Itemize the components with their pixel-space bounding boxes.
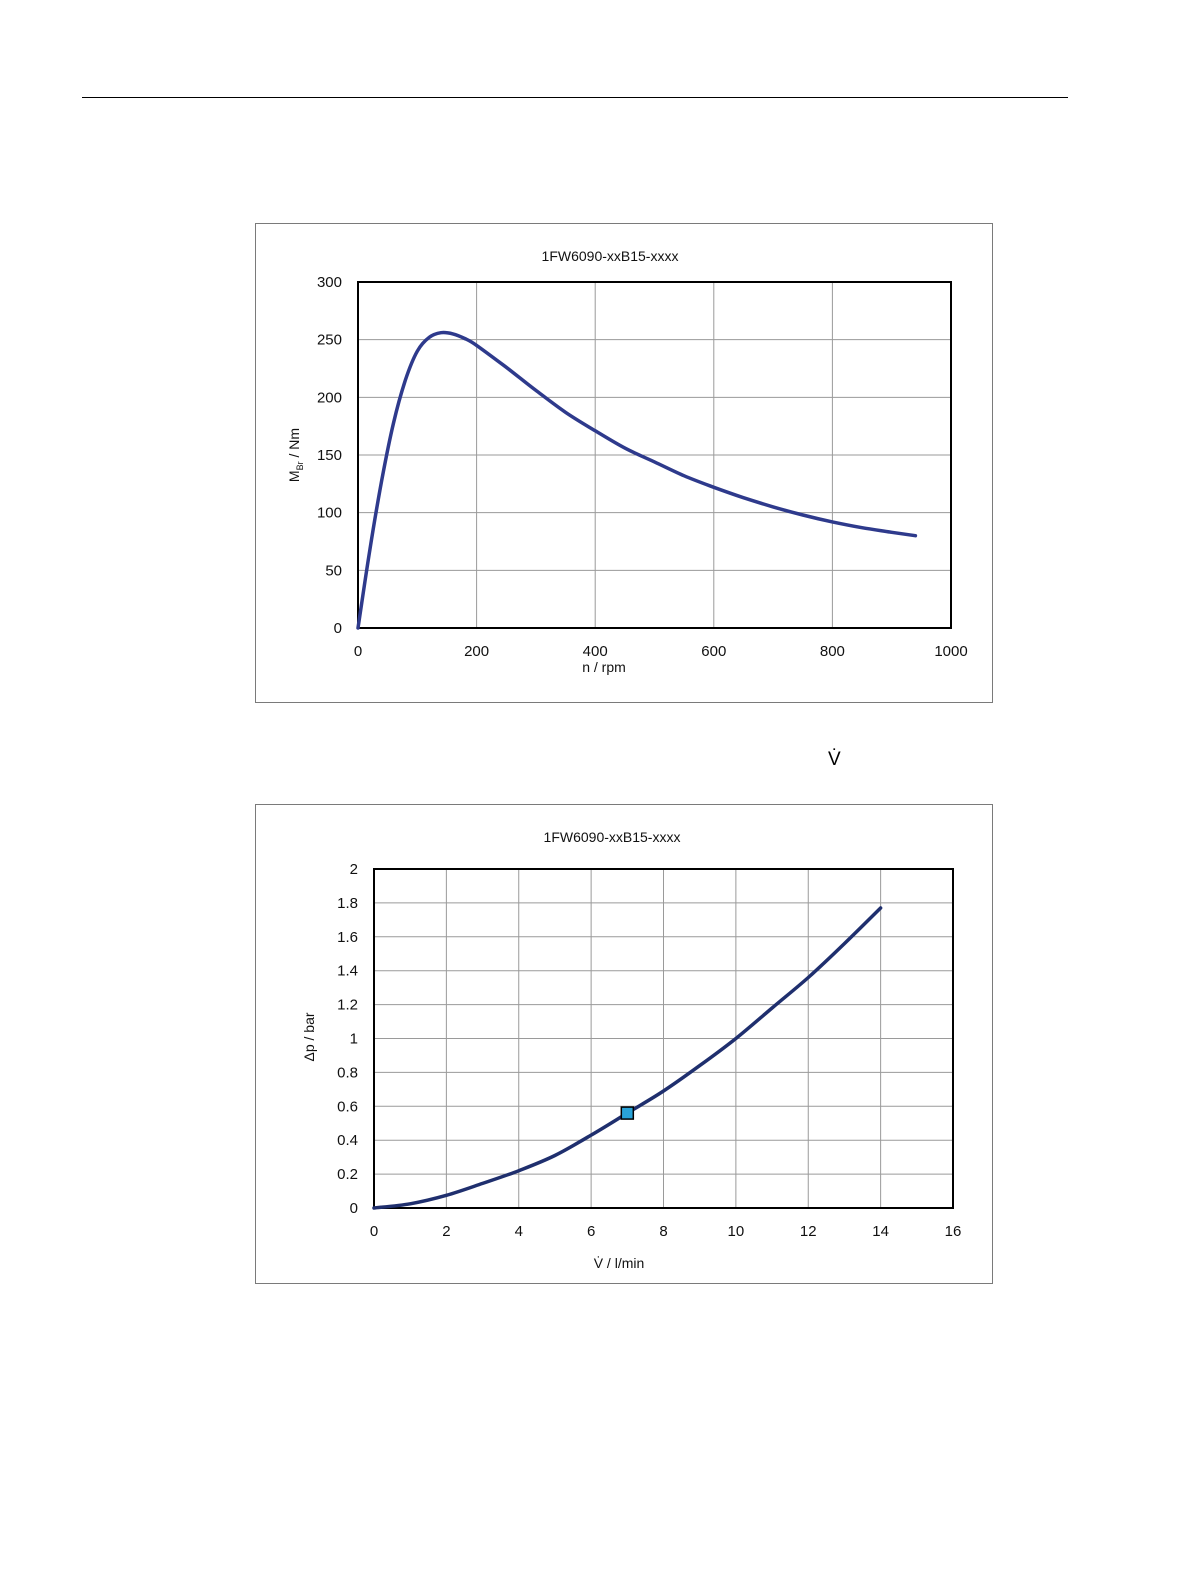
y-tick-label: 0 xyxy=(350,1200,358,1217)
y-tick-label: 300 xyxy=(317,274,342,291)
y-tick-label: 1.2 xyxy=(337,997,358,1014)
y-tick-label: 1 xyxy=(350,1031,358,1048)
x-axis-label: V̇ / l/min xyxy=(594,1255,645,1271)
x-tick-label: 400 xyxy=(583,643,608,660)
y-tick-label: 0.8 xyxy=(337,1064,358,1081)
x-tick-label: 14 xyxy=(872,1223,889,1240)
x-tick-label: 1000 xyxy=(934,643,967,660)
flow-rate-symbol: V̇ xyxy=(828,749,841,770)
y-tick-label: 50 xyxy=(325,562,342,579)
y-tick-label: 150 xyxy=(317,447,342,464)
y-tick-label: 0 xyxy=(334,620,342,637)
y-axis-label: Δp / bar xyxy=(301,1012,317,1061)
y-tick-label: 2 xyxy=(350,861,358,878)
y-tick-label: 0.6 xyxy=(337,1098,358,1115)
chart-title: 1FW6090-xxB15-xxxx xyxy=(544,829,681,845)
braking-torque-chart: 1FW6090-xxB15-xxxx 0 200 400 600 800 1000 0 50 10… xyxy=(255,223,993,703)
x-tick-label: 2 xyxy=(442,1223,450,1240)
pressure-drop-chart: 1FW6090-xxB15-xxxx 0 2 4 6 8 10 12 14 16 0 0.2 0.4 0.… xyxy=(255,804,993,1284)
x-tick-label: 4 xyxy=(515,1223,523,1240)
chart-title: 1FW6090-xxB15-xxxx xyxy=(542,248,679,264)
y-tick-label: 250 xyxy=(317,332,342,349)
x-tick-label: 12 xyxy=(800,1223,817,1240)
y-tick-label: 0.2 xyxy=(337,1166,358,1183)
x-tick-label: 600 xyxy=(701,643,726,660)
x-tick-label: 800 xyxy=(820,643,845,660)
x-tick-label: 0 xyxy=(370,1223,378,1240)
plot-area xyxy=(373,868,954,1209)
operating-point-marker xyxy=(620,1106,635,1120)
y-tick-label: 100 xyxy=(317,505,342,522)
y-tick-label: 0.4 xyxy=(337,1132,358,1149)
x-tick-label: 8 xyxy=(659,1223,667,1240)
y-tick-label: 200 xyxy=(317,389,342,406)
braking-torque-svg: 1FW6090-xxB15-xxxx 0 200 400 600 800 1000 0 50 10… xyxy=(286,248,968,675)
plot-area xyxy=(357,281,952,629)
y-tick-label: 1.8 xyxy=(337,895,358,912)
y-tick-label: 1.6 xyxy=(337,929,358,946)
series-line xyxy=(356,330,918,630)
y-tick-label: 1.4 xyxy=(337,963,358,980)
x-tick-label: 0 xyxy=(354,643,362,660)
x-tick-label: 6 xyxy=(587,1223,595,1240)
x-axis-label: n / rpm xyxy=(582,659,626,675)
y-axis-label: MBr / Nm xyxy=(286,428,305,482)
series-line xyxy=(372,906,883,1210)
x-tick-label: 10 xyxy=(728,1223,745,1240)
x-tick-label: 16 xyxy=(945,1223,962,1240)
x-tick-label: 200 xyxy=(464,643,489,660)
header-rule xyxy=(82,97,1068,98)
